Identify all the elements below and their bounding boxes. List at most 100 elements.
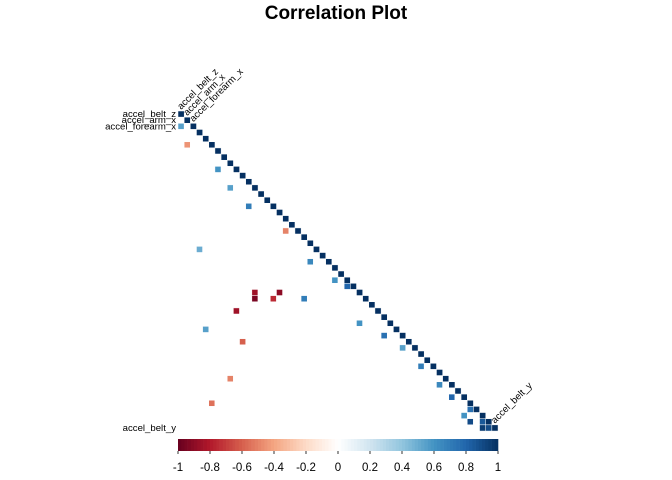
- correlation-cell: [245, 258, 253, 266]
- correlation-cell: [233, 283, 240, 290]
- correlation-cell: [276, 221, 283, 229]
- correlation-cell: [245, 375, 253, 383]
- correlation-cell: [380, 406, 388, 413]
- correlation-cell: [202, 338, 210, 346]
- colorbar-segment: [392, 439, 396, 451]
- correlation-cell: [177, 129, 185, 136]
- correlation-cell: [177, 166, 185, 173]
- correlation-cell: [423, 418, 431, 426]
- correlation-cell: [251, 289, 259, 296]
- correlation-cell: [220, 233, 228, 241]
- correlation-cell: [239, 264, 246, 272]
- correlation-cell: [430, 406, 437, 413]
- correlation-cell: [417, 387, 425, 395]
- correlation-cell: [239, 399, 246, 407]
- correlation-cell: [226, 375, 234, 383]
- correlation-cell: [257, 276, 265, 284]
- correlation-cell: [436, 424, 443, 432]
- correlation-cell: [300, 381, 308, 389]
- correlation-cell: [374, 344, 382, 352]
- correlation-cell: [263, 393, 271, 401]
- correlation-cell: [263, 203, 271, 210]
- colorbar-tick-label: 0: [335, 462, 341, 474]
- correlation-cell: [257, 295, 265, 303]
- correlation-cell: [300, 246, 308, 253]
- correlation-cell: [220, 307, 228, 315]
- colorbar-segment: [370, 439, 374, 451]
- correlation-cell: [276, 252, 283, 259]
- correlation-cell: [214, 203, 222, 210]
- correlation-cell: [319, 283, 326, 290]
- correlation-cell: [374, 350, 382, 358]
- correlation-cell: [208, 363, 216, 370]
- correlation-cell: [233, 375, 240, 383]
- correlation-cell: [386, 381, 394, 389]
- correlation-cell: [325, 375, 333, 383]
- correlation-cell: [331, 418, 339, 426]
- correlation-cell: [245, 369, 253, 376]
- correlation-cell: [282, 326, 290, 333]
- correlation-cell: [343, 319, 351, 327]
- correlation-cell: [220, 153, 228, 161]
- colorbar-segment: [446, 439, 451, 451]
- correlation-cell: [380, 363, 388, 370]
- correlation-cell: [233, 233, 240, 241]
- correlation-cell: [233, 350, 240, 358]
- correlation-cell: [239, 375, 246, 383]
- correlation-cell: [263, 233, 271, 241]
- correlation-cell: [239, 356, 246, 364]
- correlation-cell: [399, 412, 406, 419]
- correlation-cell: [380, 387, 388, 395]
- correlation-cell: [460, 406, 468, 413]
- colorbar-segment: [203, 439, 208, 451]
- correlation-cell: [177, 276, 185, 284]
- correlation-cell: [288, 301, 296, 309]
- correlation-cell: [300, 313, 308, 321]
- correlation-cell: [337, 276, 345, 284]
- correlation-cell: [294, 233, 302, 241]
- correlation-cell: [245, 270, 253, 278]
- correlation-cell: [263, 363, 271, 370]
- correlation-cell: [220, 418, 228, 426]
- colorbar-tick-label: 0.8: [458, 462, 474, 474]
- correlation-cell: [245, 319, 253, 327]
- correlation-cell: [220, 209, 228, 216]
- colorbar-segment: [258, 439, 262, 451]
- correlation-cell: [356, 350, 363, 358]
- correlation-cell: [325, 338, 333, 346]
- correlation-cell: [282, 363, 290, 370]
- correlation-cell: [177, 172, 185, 179]
- correlation-cell: [386, 375, 394, 383]
- correlation-cell: [239, 307, 246, 315]
- correlation-cell: [306, 319, 314, 327]
- correlation-cell: [190, 369, 197, 376]
- correlation-cell: [251, 424, 259, 432]
- correlation-cell: [177, 246, 185, 253]
- correlation-cell: [294, 326, 302, 333]
- colorbar-segment: [190, 439, 195, 451]
- correlation-cell: [202, 270, 210, 278]
- correlation-cell: [245, 295, 253, 303]
- correlation-cell: [202, 203, 210, 210]
- correlation-cell: [288, 264, 296, 272]
- correlation-cell: [331, 307, 339, 315]
- correlation-cell: [319, 264, 326, 272]
- correlation-cell: [202, 252, 210, 259]
- correlation-cell: [220, 239, 228, 247]
- correlation-cell: [257, 264, 265, 272]
- correlation-cell: [393, 393, 400, 401]
- correlation-cell: [263, 356, 271, 364]
- correlation-cell: [325, 258, 333, 266]
- correlation-cell: [294, 295, 302, 303]
- correlation-cell: [374, 319, 382, 327]
- colorbar-segment: [405, 439, 409, 451]
- correlation-cell: [294, 227, 302, 235]
- correlation-cell: [239, 178, 246, 186]
- correlation-cell: [405, 424, 413, 432]
- correlation-cell: [233, 424, 240, 432]
- correlation-cell: [183, 276, 191, 284]
- correlation-cell: [257, 301, 265, 309]
- correlation-cell: [430, 387, 437, 395]
- correlation-cell: [300, 424, 308, 432]
- correlation-cell: [430, 381, 437, 389]
